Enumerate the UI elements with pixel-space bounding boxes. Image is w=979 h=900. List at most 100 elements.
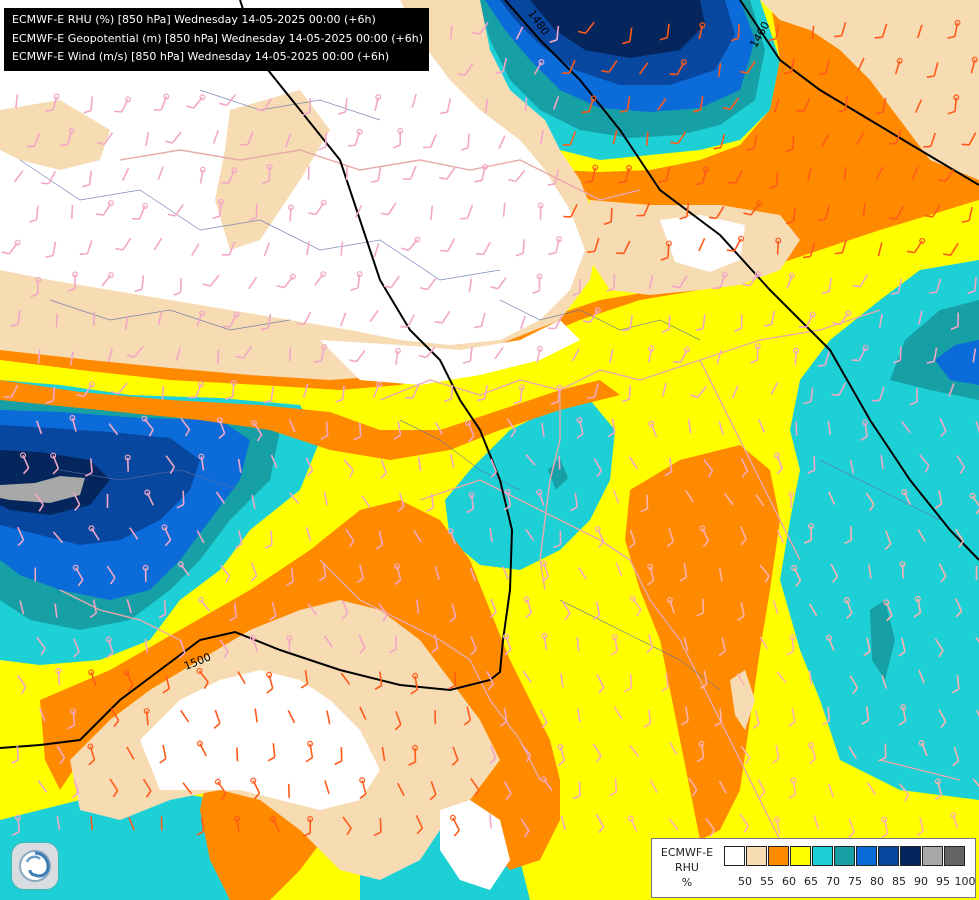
wind-barb	[570, 492, 579, 512]
wind-barb	[540, 560, 550, 583]
wind-barb	[264, 530, 273, 549]
legend-swatch-85	[878, 846, 899, 866]
wind-barb	[475, 241, 491, 256]
wind-barb	[923, 132, 936, 148]
wind-barb	[662, 382, 667, 397]
wind-barb	[434, 422, 444, 436]
wind-barb	[520, 743, 532, 763]
wind-barb	[56, 815, 61, 831]
wind-barb	[934, 490, 943, 509]
wind-barb	[648, 420, 658, 438]
wind-barb	[593, 458, 603, 478]
wind-barb	[216, 417, 226, 440]
wind-barb	[161, 385, 164, 400]
wind-barb	[536, 345, 543, 363]
wind-barb	[410, 672, 419, 695]
wind-barb	[621, 385, 631, 403]
wind-barb	[285, 567, 294, 587]
wind-barb	[356, 564, 364, 584]
wind-barb	[586, 383, 599, 400]
wind-barb	[582, 307, 601, 323]
wind-barb	[724, 493, 734, 506]
wind-barb	[581, 95, 597, 114]
wind-barb	[884, 530, 892, 550]
wind-barb	[41, 171, 57, 185]
wind-barb	[696, 598, 705, 617]
wind-barb	[918, 310, 923, 325]
wind-barb	[804, 523, 815, 544]
wind-barb	[157, 166, 165, 180]
wind-barb	[666, 596, 675, 614]
wind-barb	[142, 778, 152, 798]
wind-barb	[353, 422, 362, 441]
wind-barb	[952, 747, 960, 767]
wind-barb	[645, 634, 654, 654]
wind-barb	[659, 23, 670, 41]
wind-barb	[342, 816, 352, 836]
wind-barb	[916, 817, 925, 837]
wind-barb	[722, 97, 740, 111]
wind-barb	[669, 59, 687, 76]
wind-barb	[69, 414, 77, 432]
wind-barb	[434, 310, 451, 324]
wind-barb	[267, 743, 276, 762]
wind-barb	[296, 311, 312, 326]
wind-barb	[308, 199, 327, 216]
wind-barb	[56, 745, 66, 765]
wind-barb	[536, 489, 545, 506]
wind-barb	[609, 778, 618, 797]
legend-tick-label: 55	[760, 875, 774, 888]
wind-barb	[692, 95, 704, 113]
wind-barb	[263, 242, 271, 257]
wind-barb	[848, 818, 855, 839]
wind-barb	[863, 637, 871, 657]
wind-barb	[124, 315, 129, 330]
wind-barb	[557, 744, 566, 767]
legend-tick-label: 50	[738, 875, 752, 888]
wind-barb	[307, 603, 318, 616]
wind-barb	[883, 599, 893, 622]
wind-barb	[489, 814, 492, 829]
wind-barb	[249, 634, 259, 652]
wind-barb	[916, 24, 923, 39]
wind-barb	[73, 638, 80, 658]
wind-barb	[153, 237, 163, 251]
wind-barb	[196, 817, 205, 836]
wind-barb	[489, 528, 493, 543]
wind-barb	[757, 779, 766, 799]
wind-barb	[629, 595, 642, 617]
wind-barb	[284, 133, 292, 148]
wind-barb	[380, 202, 397, 216]
wind-barb	[313, 344, 328, 364]
wind-barb	[619, 96, 631, 113]
wind-barb	[413, 530, 422, 543]
wind-barb	[716, 349, 722, 364]
wind-barb	[484, 98, 489, 113]
wind-barb	[868, 564, 872, 579]
wind-barb	[699, 525, 710, 548]
wind-barb	[851, 344, 869, 362]
wind-barb	[347, 128, 363, 147]
wind-barb	[67, 271, 79, 293]
wind-barb	[113, 96, 132, 113]
wind-barb	[808, 603, 818, 617]
wind-barb	[855, 132, 865, 146]
wind-barb	[248, 276, 258, 290]
wind-barb	[221, 241, 236, 256]
wind-barb	[950, 312, 959, 331]
wind-barb	[326, 710, 331, 725]
wind-barb	[262, 163, 273, 185]
wind-barb	[466, 491, 475, 514]
wind-barb	[35, 420, 43, 435]
wind-barb	[158, 600, 167, 619]
wind-barb	[197, 596, 210, 612]
ecmwf-logo[interactable]	[12, 843, 58, 889]
wind-barb	[400, 236, 421, 252]
wind-barb	[929, 278, 942, 294]
wind-barb	[532, 273, 543, 295]
wind-barb	[563, 204, 578, 218]
wind-barb	[314, 271, 327, 286]
wind-barb	[289, 492, 300, 505]
wind-barb	[764, 310, 776, 327]
